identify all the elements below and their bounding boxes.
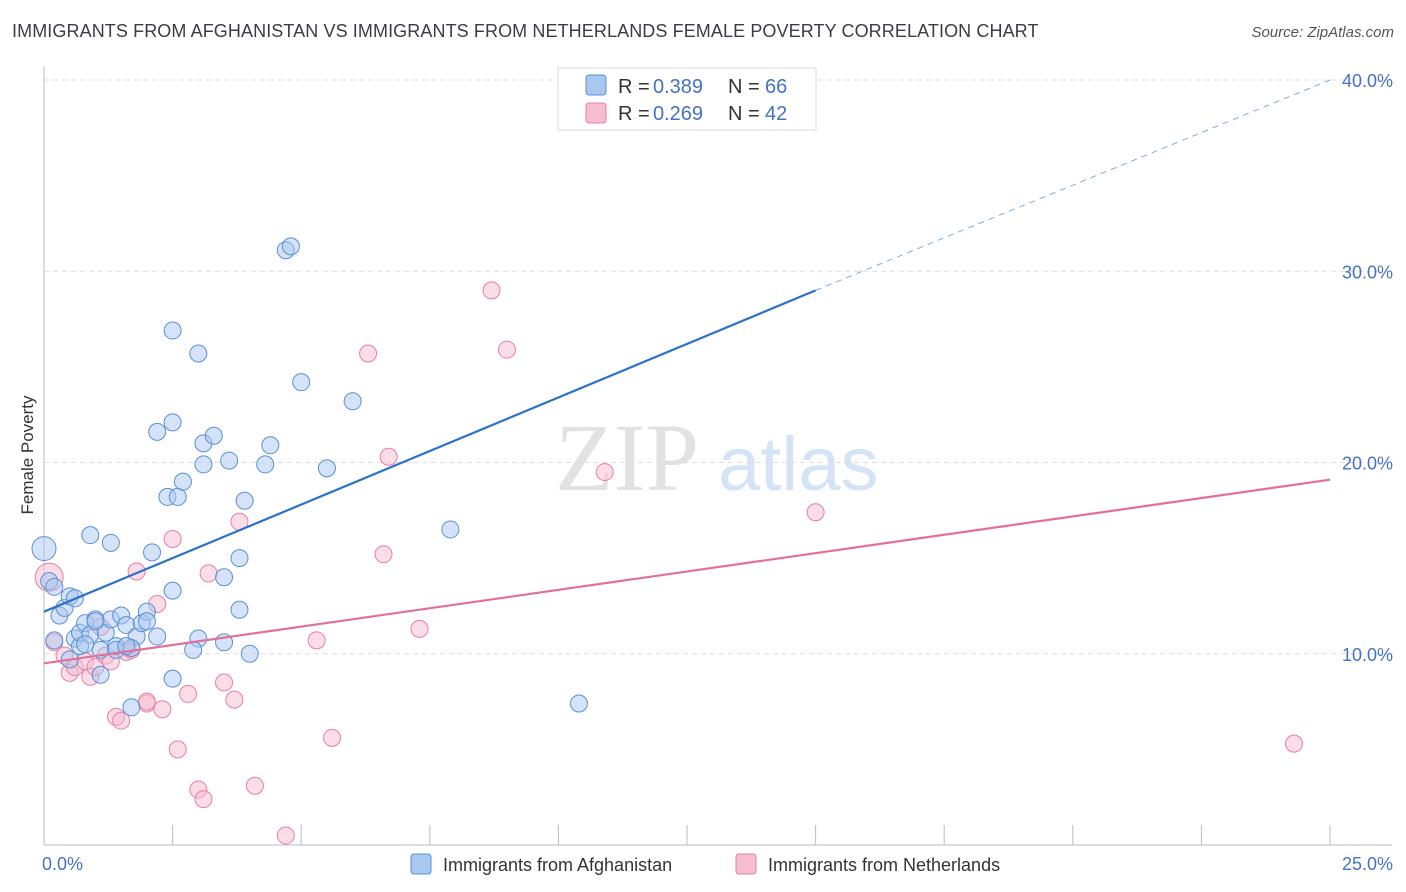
afghanistan-point <box>122 698 141 717</box>
stats-legend: R = 0.389 N = 66 R = 0.269 N = 42 <box>557 67 817 131</box>
legend-r-value-afghanistan: 0.389 <box>653 76 703 98</box>
netherlands-point <box>482 281 501 300</box>
netherlands-point <box>112 711 131 730</box>
afghanistan-point <box>81 526 100 545</box>
afghanistan-point <box>441 520 460 539</box>
trend-lines <box>43 79 1331 665</box>
afghanistan-point <box>163 669 182 688</box>
afghanistan-points <box>31 237 588 717</box>
afghanistan-point <box>343 392 362 411</box>
netherlands-point <box>199 564 218 583</box>
series-swatch-netherlands <box>735 853 757 875</box>
legend-n-label: N = <box>728 76 760 98</box>
watermark-zip: ZIP <box>555 404 699 511</box>
netherlands-point <box>276 826 295 845</box>
afghanistan-point <box>261 436 280 455</box>
y-tick-label: 20.0% <box>1342 454 1393 474</box>
afghanistan-point <box>163 581 182 600</box>
source-label: Source: ZipAtlas.com <box>1251 24 1394 41</box>
afghanistan-point <box>220 451 239 470</box>
afghanistan-point <box>281 237 300 256</box>
x-tick-label: 25.0% <box>1342 854 1393 874</box>
afghanistan-point <box>240 644 259 663</box>
afghanistan-point <box>215 568 234 587</box>
netherlands-point <box>374 545 393 564</box>
netherlands-trend-line <box>43 478 1331 665</box>
netherlands-points <box>34 281 1303 845</box>
afghanistan-point <box>204 426 223 445</box>
afghanistan-point <box>31 536 57 562</box>
afghanistan-point <box>189 344 208 363</box>
axes <box>43 66 1392 846</box>
legend-n-value-netherlands: 42 <box>765 103 787 125</box>
netherlands-point <box>307 631 326 650</box>
chart-title: IMMIGRANTS FROM AFGHANISTAN VS IMMIGRANT… <box>12 21 1039 41</box>
netherlands-point <box>595 463 614 482</box>
legend-swatch-netherlands <box>585 102 607 124</box>
afghanistan-point <box>101 533 120 552</box>
y-tick-label: 40.0% <box>1342 71 1393 91</box>
afghanistan-point <box>163 321 182 340</box>
netherlands-point <box>359 344 378 363</box>
netherlands-point <box>179 684 198 703</box>
netherlands-point <box>497 340 516 359</box>
series-legend: Immigrants from Afghanistan Immigrants f… <box>410 853 1000 875</box>
afghanistan-point <box>91 665 110 684</box>
afghanistan-point <box>569 694 588 713</box>
netherlands-point <box>245 776 264 795</box>
legend-n-value-afghanistan: 66 <box>765 76 787 98</box>
y-tick-label: 30.0% <box>1342 262 1393 282</box>
afghanistan-point <box>45 577 64 596</box>
afghanistan-point <box>168 487 187 506</box>
series-label-netherlands: Immigrants from Netherlands <box>768 855 1000 875</box>
legend-r-label: R = <box>618 76 650 98</box>
watermark: ZIP atlas <box>555 404 879 511</box>
afghanistan-point <box>45 631 64 650</box>
afghanistan-point <box>230 549 249 568</box>
afghanistan-point <box>148 627 167 646</box>
netherlands-point <box>323 728 342 747</box>
afghanistan-point <box>292 373 311 392</box>
y-axis-label: Female Poverty <box>18 395 37 515</box>
series-label-afghanistan: Immigrants from Afghanistan <box>443 855 672 875</box>
netherlands-point <box>1284 734 1303 753</box>
legend-r-value-netherlands: 0.269 <box>653 103 703 125</box>
afghanistan-point <box>317 459 336 478</box>
netherlands-point <box>168 740 187 759</box>
afghanistan-point <box>86 612 105 631</box>
afghanistan-point <box>163 413 182 432</box>
netherlands-point <box>194 790 213 809</box>
afghanistan-point <box>235 491 254 510</box>
netherlands-point <box>225 690 244 709</box>
x-tick-labels: 0.0% 25.0% <box>42 854 1393 874</box>
afghanistan-point <box>76 635 95 654</box>
legend-r-label: R = <box>618 103 650 125</box>
afghanistan-point <box>148 422 167 441</box>
afghanistan-trend-line <box>43 289 817 613</box>
netherlands-point <box>163 530 182 548</box>
legend-swatch-afghanistan <box>585 74 607 96</box>
afghanistan-point <box>230 600 249 619</box>
afghanistan-trend-extension <box>815 79 1331 291</box>
netherlands-point <box>153 700 172 719</box>
series-swatch-afghanistan <box>410 853 432 875</box>
y-tick-label: 10.0% <box>1342 645 1393 665</box>
netherlands-point <box>137 692 156 711</box>
watermark-atlas: atlas <box>718 422 879 507</box>
afghanistan-point <box>194 455 213 474</box>
netherlands-point <box>215 673 234 692</box>
y-tick-labels: 10.0% 20.0% 30.0% 40.0% <box>1342 71 1393 665</box>
netherlands-point <box>806 503 825 522</box>
netherlands-point <box>410 619 429 638</box>
netherlands-point <box>379 447 398 466</box>
x-tick-label: 0.0% <box>42 854 83 874</box>
afghanistan-point <box>143 543 162 562</box>
afghanistan-point <box>256 455 275 474</box>
afghanistan-point <box>173 472 192 491</box>
afghanistan-point <box>137 612 156 631</box>
legend-n-label: N = <box>728 103 760 125</box>
